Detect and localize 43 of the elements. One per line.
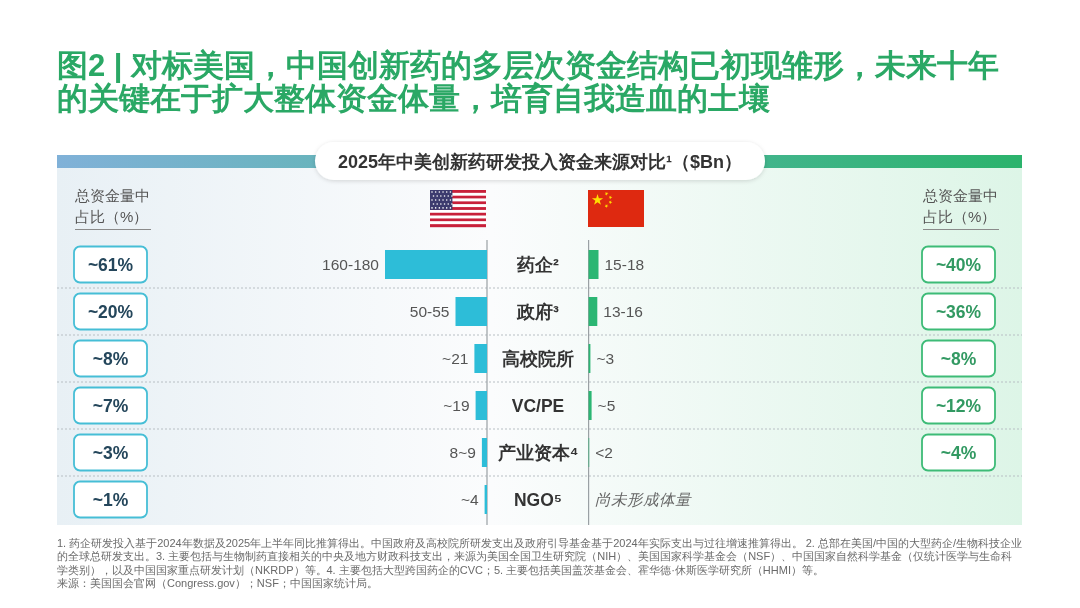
data-label: ~61% [87,255,134,275]
bar [455,297,487,326]
y-tick-label: 高校院所 [502,349,574,369]
bar [588,250,599,279]
data-label: <2 [595,444,613,461]
y-tick-label: VC/PE [511,396,565,416]
data-label: ~8% [92,349,129,369]
bar [481,438,487,467]
bar [475,391,487,420]
text: 总资金量中占比（%） [75,185,151,230]
text: 总资金量中占比（%） [923,185,999,230]
data-label: ~40% [935,255,982,275]
y-tick-label: 政府³ [516,302,560,322]
data-label: ~3 [596,350,615,367]
data-label: 160-180 [322,256,380,273]
bar [588,391,592,420]
source-note: 来源：美国国会官网（Congress.gov）；NSF；中国国家统计局。 [57,577,379,591]
text: 图2 | 对标美国，中国创新药的多层次资金结构已初现雏形，未来十年的关键在于扩大整体资金体量，培育自我造血的土壤 [57,48,1001,116]
data-label: ~12% [935,396,982,416]
data-label: 13-16 [603,303,643,320]
text: 1. 药企研发投入基于2024年数据及2025年上半年同比推算得出。中国政府及高校院所研发支出及政府引导基金基于2024年实际支出与过往增速推算得出。 2. 总部在美国/中国的大型药企/生物科技企业的全球总研发支出。3. 主要包括与生物制药直接相关的中央及地方财政科技支出，来源为美国全国卫生研究院（NIH）、美国国家科学基金会（NSF）、中国国家自然科学基金（仅统计医学与生命科学类别），以及中国国家重点研发计划（NKRDP）等。4. 主要包括大型跨国药企的CVC；5. 主要包括美国盖茨基金会、霍华德·休斯医学研究所（HHMI）等。 [57,537,1023,577]
text: 2025年中美创新药研发投入资金来源对比¹（$Bn） [337,152,743,172]
data-label: 8~9 [449,444,476,461]
data-label: ~36% [935,302,982,322]
text: 尚未形成体量 [594,491,691,508]
data-label: ~4% [940,443,977,463]
y-tick-label: 产业资本⁴ [496,443,579,463]
data-label: 15-18 [604,256,645,273]
y-tick-label: 药企² [516,255,560,275]
data-label: ~19 [443,397,470,414]
bar [385,250,487,279]
y-tick-label: NGO⁵ [513,490,563,510]
bar [588,297,598,326]
bar [474,344,487,373]
data-label: ~20% [87,302,134,322]
data-label: ~5 [597,397,616,414]
data-label: ~7% [92,396,129,416]
data-label: ~8% [940,349,977,369]
data-label: ~3% [92,443,129,463]
data-label: ~4 [460,491,479,508]
data-label: ~1% [92,490,129,510]
data-label: ~21 [442,350,469,367]
data-label: 50-55 [409,303,450,320]
